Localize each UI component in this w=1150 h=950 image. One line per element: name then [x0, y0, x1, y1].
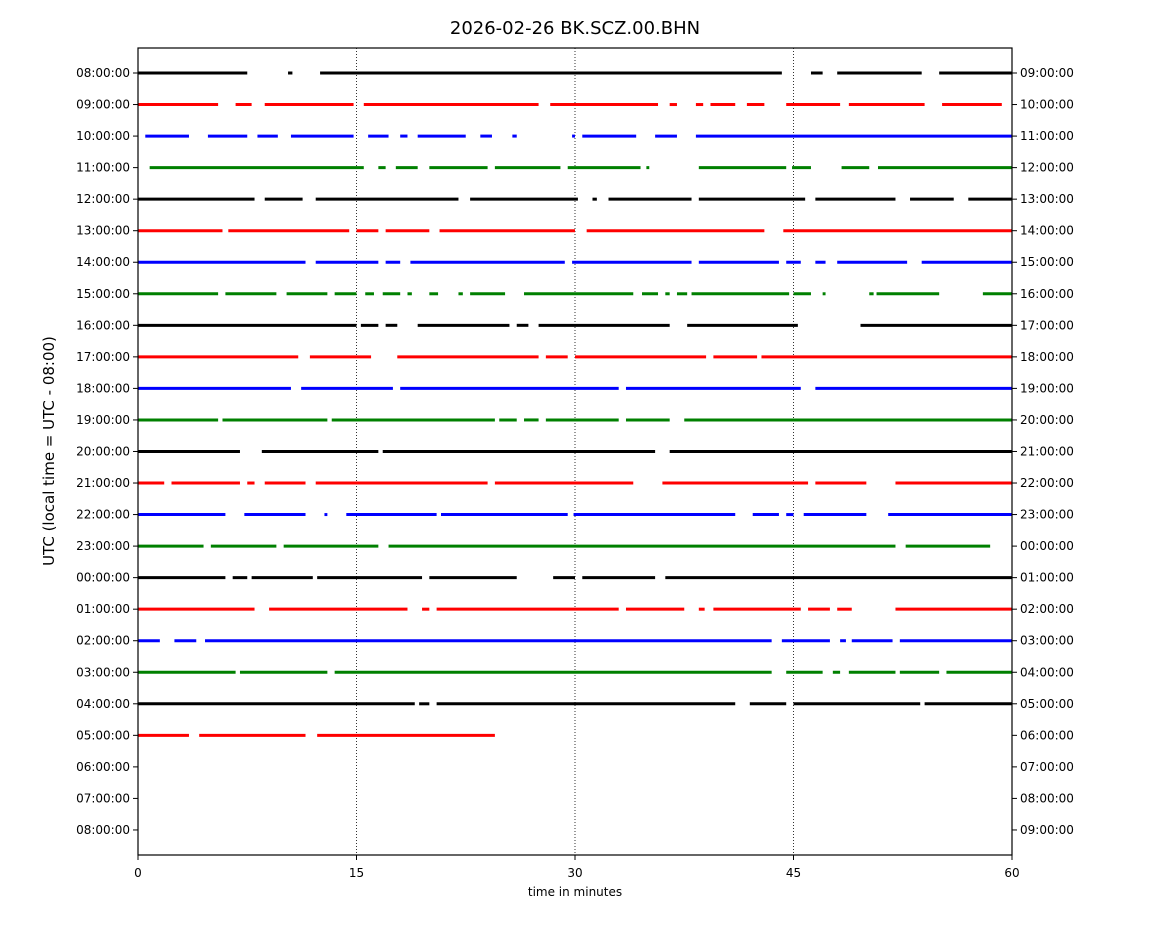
y-tick-label-right: 08:00:00 — [1020, 791, 1074, 805]
y-tick-label-left: 02:00:00 — [76, 634, 130, 648]
y-tick-label-right: 10:00:00 — [1020, 98, 1074, 112]
y-tick-label-left: 16:00:00 — [76, 318, 130, 332]
y-tick-label-right: 05:00:00 — [1020, 697, 1074, 711]
y-tick-label-left: 09:00:00 — [76, 98, 130, 112]
y-tick-label-left: 06:00:00 — [76, 760, 130, 774]
x-tick-label: 30 — [567, 866, 582, 880]
y-tick-label-left: 13:00:00 — [76, 224, 130, 238]
y-tick-label-right: 04:00:00 — [1020, 665, 1074, 679]
y-tick-label-left: 00:00:00 — [76, 571, 130, 585]
x-tick-label: 45 — [786, 866, 801, 880]
x-axis-ticks: 0 15 30 45 60 — [134, 855, 1020, 880]
y-tick-label-right: 15:00:00 — [1020, 255, 1074, 269]
y-tick-label-left: 19:00:00 — [76, 413, 130, 427]
seismic-traces — [138, 71, 1012, 737]
y-tick-label-left: 05:00:00 — [76, 728, 130, 742]
y-tick-label-right: 09:00:00 — [1020, 66, 1074, 80]
y-tick-label-right: 16:00:00 — [1020, 287, 1074, 301]
y-tick-label-right: 17:00:00 — [1020, 318, 1074, 332]
y-tick-label-left: 08:00:00 — [76, 823, 130, 837]
y-tick-label-left: 21:00:00 — [76, 476, 130, 490]
y-tick-label-right: 22:00:00 — [1020, 476, 1074, 490]
y-tick-label-left: 08:00:00 — [76, 66, 130, 80]
y-tick-label-left: 01:00:00 — [76, 602, 130, 616]
y-tick-label-right: 13:00:00 — [1020, 192, 1074, 206]
y-tick-label-right: 14:00:00 — [1020, 224, 1074, 238]
y-tick-label-right: 11:00:00 — [1020, 129, 1074, 143]
y-tick-label-left: 03:00:00 — [76, 665, 130, 679]
y-tick-label-left: 14:00:00 — [76, 255, 130, 269]
y-tick-label-right: 07:00:00 — [1020, 760, 1074, 774]
x-tick-label: 60 — [1004, 866, 1019, 880]
y-tick-label-left: 12:00:00 — [76, 192, 130, 206]
y-tick-label-left: 18:00:00 — [76, 381, 130, 395]
y-tick-label-right: 02:00:00 — [1020, 602, 1074, 616]
x-tick-label: 0 — [134, 866, 142, 880]
y-tick-label-left: 07:00:00 — [76, 791, 130, 805]
y-tick-label-left: 10:00:00 — [76, 129, 130, 143]
y-tick-label-right: 12:00:00 — [1020, 161, 1074, 175]
y-tick-label-right: 03:00:00 — [1020, 634, 1074, 648]
y-tick-label-right: 19:00:00 — [1020, 381, 1074, 395]
y-tick-label-right: 21:00:00 — [1020, 444, 1074, 458]
y-tick-label-left: 22:00:00 — [76, 508, 130, 522]
y-axis-label: UTC (local time = UTC - 08:00) — [40, 336, 58, 566]
chart-title: 2026-02-26 BK.SCZ.00.BHN — [450, 18, 700, 39]
y-tick-label-left: 04:00:00 — [76, 697, 130, 711]
y-axis-right-ticks: 09:00:00 10:00:00 11:00:00 12:00:00 13:00:00… — [1012, 66, 1074, 837]
y-tick-label-right: 20:00:00 — [1020, 413, 1074, 427]
y-axis-left-ticks: 08:00:00 09:00:00 10:00:00 11:00:00 12:00:00… — [76, 66, 138, 837]
x-axis-label: time in minutes — [528, 885, 622, 899]
y-tick-label-right: 01:00:00 — [1020, 571, 1074, 585]
y-tick-label-left: 17:00:00 — [76, 350, 130, 364]
y-tick-label-left: 23:00:00 — [76, 539, 130, 553]
y-tick-label-right: 18:00:00 — [1020, 350, 1074, 364]
y-tick-label-left: 15:00:00 — [76, 287, 130, 301]
grid-lines — [356, 48, 794, 855]
y-tick-label-right: 09:00:00 — [1020, 823, 1074, 837]
y-tick-label-right: 06:00:00 — [1020, 728, 1074, 742]
y-tick-label-right: 00:00:00 — [1020, 539, 1074, 553]
y-tick-label-left: 11:00:00 — [76, 161, 130, 175]
y-tick-label-right: 23:00:00 — [1020, 508, 1074, 522]
x-tick-label: 15 — [349, 866, 364, 880]
y-tick-label-left: 20:00:00 — [76, 444, 130, 458]
